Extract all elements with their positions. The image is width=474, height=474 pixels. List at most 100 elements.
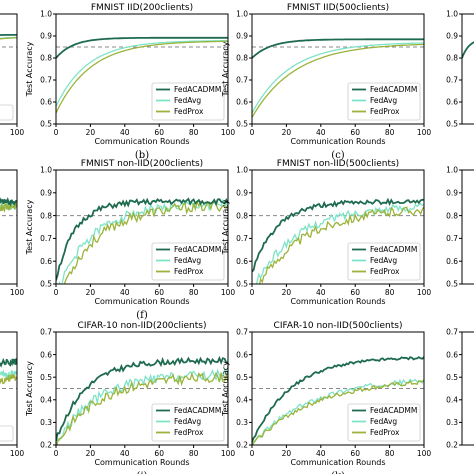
series-line-fedprox [0, 37, 17, 40]
x-tick-label: 20 [86, 449, 96, 458]
legend-entry: FedACADMM [174, 406, 221, 415]
x-axis-label: Communication Rounds [94, 458, 189, 467]
x-tick-label: 80 [189, 449, 199, 458]
x-tick-label: 40 [120, 449, 130, 458]
x-tick-label: 0 [54, 449, 59, 458]
x-tick-label: 40 [316, 288, 326, 297]
x-tick-label: 60 [154, 449, 164, 458]
y-tick-label: 0.9 [40, 32, 52, 41]
chart-title: CIFAR-10 non-IID(500clients) [274, 321, 403, 331]
x-tick-label: 0 [250, 128, 255, 137]
series-group [0, 34, 17, 40]
y-tick-label: 0.5 [236, 120, 248, 129]
y-tick-label: 0.7 [446, 234, 458, 243]
y-tick-label: 0.7 [236, 76, 248, 85]
legend-entry: FedAvg [370, 417, 397, 426]
legend: FedACADMM FedAvg FedProx [151, 403, 225, 442]
y-tick-label: 0.7 [446, 76, 458, 85]
y-tick-label: 0.7 [446, 328, 458, 337]
y-tick-label: 0.9 [236, 189, 248, 198]
y-tick-label: 0.8 [236, 54, 248, 63]
legend: MM [0, 104, 14, 121]
y-tick-label: 0.6 [236, 98, 248, 107]
series-line-fedacadmm [252, 356, 424, 443]
x-tick-label: 100 [417, 288, 432, 297]
series-line-fedavg [253, 203, 424, 284]
y-tick-label: 0.7 [236, 328, 248, 337]
legend: FedACADMM FedAvg FedProx [151, 82, 225, 121]
x-tick-label: 100 [10, 288, 25, 297]
legend-entry: FedProx [174, 267, 204, 276]
y-tick-label: 0.6 [446, 98, 458, 107]
legend-entry: FedACADMM [370, 406, 417, 415]
y-tick-label: 1.0 [446, 166, 458, 175]
series-line-fedacadmm [56, 355, 228, 442]
chart-title: FMNIST IID(200clients) [91, 3, 193, 13]
series-line-fedacadmm [0, 34, 17, 36]
y-axis-label: Test Accuracy [221, 361, 230, 417]
panel-label: (j) [137, 471, 148, 474]
y-tick-label: 0.7 [40, 328, 52, 337]
y-tick-label: 0.8 [446, 211, 458, 220]
axes-frame [55, 13, 229, 125]
legend-entry: FedProx [370, 428, 400, 437]
series-group [0, 357, 17, 385]
y-tick-label: 0.5 [236, 280, 248, 289]
y-tick-label: 0.6 [446, 350, 458, 359]
legend-entry: FedAvg [370, 256, 397, 265]
axes-frame [0, 169, 18, 285]
y-tick-label: 0.6 [446, 257, 458, 266]
y-tick-label: 0.5 [40, 120, 52, 129]
legend-entry: FedProx [174, 107, 204, 116]
series-line-fedprox [252, 43, 424, 118]
series-line-fedacadmm [0, 357, 17, 368]
y-tick-label: 0.7 [40, 76, 52, 85]
x-axis-label: Communication Rounds [290, 458, 385, 467]
series-group [0, 196, 17, 213]
y-tick-label: 1.0 [40, 10, 52, 19]
y-tick-label: 0.5 [40, 280, 52, 289]
x-tick-label: 40 [316, 128, 326, 137]
axes-frame [251, 331, 425, 446]
chart-title: FMNIST IID(500clients) [287, 3, 389, 13]
y-tick-label: 1.0 [236, 166, 248, 175]
legend: FedACADMM FedAvg FedProx [347, 242, 421, 281]
y-tick-label: 1.0 [40, 166, 52, 175]
chart-title: FMNIST non-IID(200clients) [81, 159, 203, 169]
x-tick-label: 0 [54, 288, 59, 297]
y-tick-label: 0.5 [236, 373, 248, 382]
x-tick-label: 80 [385, 449, 395, 458]
x-tick-label: 20 [282, 128, 292, 137]
x-tick-label: 80 [189, 288, 199, 297]
legend-entry: FedAvg [174, 256, 201, 265]
series-line-fedprox [56, 40, 228, 114]
chart-panel-row3-right-partial: 0.2 0.3 0.4 0.5 0.6 0.7 [446, 328, 474, 450]
x-tick-label: 40 [120, 128, 130, 137]
chart-panel-row2-f: 0.5 0.6 0.7 0.8 0.9 1.0 0 20 40 60 80 100 FMNIST non… [25, 159, 235, 321]
series-line-fedacadmm [252, 197, 424, 273]
y-tick-label: 0.6 [40, 257, 52, 266]
y-axis-label: Test Accuracy [25, 41, 34, 97]
series-line-fedprox [56, 371, 228, 445]
series-group [56, 197, 228, 284]
x-tick-label: 100 [221, 449, 236, 458]
x-axis-label: Communication Rounds [290, 137, 385, 146]
x-tick-label: 0 [54, 128, 59, 137]
y-tick-label: 0.9 [446, 189, 458, 198]
x-axis-label: Communication Rounds [94, 137, 189, 146]
x-tick-label: 40 [316, 449, 326, 458]
legend-box [0, 425, 14, 442]
x-tick-label: 100 [221, 128, 236, 137]
y-tick-label: 0.6 [40, 350, 52, 359]
chart-panel-row2-left-partial: 100 [0, 169, 25, 297]
axes-frame [0, 13, 18, 125]
series-line-fedacadmm [0, 196, 17, 207]
y-tick-label: 0.2 [236, 441, 248, 450]
x-axis-label: Communication Rounds [290, 297, 385, 306]
chart-panel-row2-g: 0.5 0.6 0.7 0.8 0.9 1.0 0 20 40 60 80 100 FMNIST non… [221, 159, 431, 306]
y-axis-label: Test Accuracy [25, 199, 34, 255]
legend-entry: FedAvg [174, 417, 201, 426]
series-group [252, 38, 424, 118]
y-tick-label: 0.9 [40, 189, 52, 198]
